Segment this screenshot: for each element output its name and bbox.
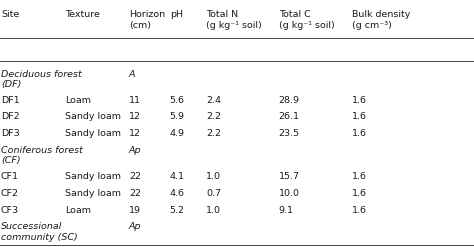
Text: DF2: DF2 xyxy=(1,112,19,121)
Text: Ap: Ap xyxy=(129,146,141,155)
Text: 12: 12 xyxy=(129,112,141,121)
Text: 5.6: 5.6 xyxy=(170,96,185,104)
Text: 5.2: 5.2 xyxy=(170,206,185,214)
Text: 15.7: 15.7 xyxy=(279,172,300,181)
Text: (DF): (DF) xyxy=(1,80,21,89)
Text: 2.2: 2.2 xyxy=(206,112,221,121)
Text: 9.1: 9.1 xyxy=(279,206,294,214)
Text: 12: 12 xyxy=(129,129,141,138)
Text: Sandy loam: Sandy loam xyxy=(65,189,121,198)
Text: 1.6: 1.6 xyxy=(352,96,367,104)
Text: CF1: CF1 xyxy=(1,172,19,181)
Text: Loam: Loam xyxy=(65,206,91,214)
Text: DF3: DF3 xyxy=(1,129,20,138)
Text: Bulk density
(g cm⁻³): Bulk density (g cm⁻³) xyxy=(352,10,410,30)
Text: Sandy loam: Sandy loam xyxy=(65,129,121,138)
Text: DF1: DF1 xyxy=(1,96,19,104)
Text: 4.1: 4.1 xyxy=(170,172,185,181)
Text: 10.0: 10.0 xyxy=(279,189,300,198)
Text: 1.0: 1.0 xyxy=(206,206,221,214)
Text: CF3: CF3 xyxy=(1,206,19,214)
Text: 28.9: 28.9 xyxy=(279,96,300,104)
Text: 0.7: 0.7 xyxy=(206,189,221,198)
Text: pH: pH xyxy=(170,10,182,19)
Text: 4.9: 4.9 xyxy=(170,129,185,138)
Text: Texture: Texture xyxy=(65,10,100,19)
Text: 2.2: 2.2 xyxy=(206,129,221,138)
Text: Sandy loam: Sandy loam xyxy=(65,172,121,181)
Text: Sandy loam: Sandy loam xyxy=(65,112,121,121)
Text: CF2: CF2 xyxy=(1,189,19,198)
Text: Horizon
(cm): Horizon (cm) xyxy=(129,10,165,30)
Text: Successional: Successional xyxy=(1,222,62,231)
Text: (CF): (CF) xyxy=(1,156,20,165)
Text: 19: 19 xyxy=(129,206,141,214)
Text: 22: 22 xyxy=(129,189,141,198)
Text: 1.6: 1.6 xyxy=(352,206,367,214)
Text: 22: 22 xyxy=(129,172,141,181)
Text: 1.6: 1.6 xyxy=(352,172,367,181)
Text: 1.0: 1.0 xyxy=(206,172,221,181)
Text: Site: Site xyxy=(1,10,19,19)
Text: Ap: Ap xyxy=(129,222,141,231)
Text: Loam: Loam xyxy=(65,96,91,104)
Text: 4.6: 4.6 xyxy=(170,189,185,198)
Text: 1.6: 1.6 xyxy=(352,129,367,138)
Text: 1.6: 1.6 xyxy=(352,112,367,121)
Text: Total C
(g kg⁻¹ soil): Total C (g kg⁻¹ soil) xyxy=(279,10,335,30)
Text: Deciduous forest: Deciduous forest xyxy=(1,70,82,79)
Text: Total N
(g kg⁻¹ soil): Total N (g kg⁻¹ soil) xyxy=(206,10,262,30)
Text: Coniferous forest: Coniferous forest xyxy=(1,146,83,155)
Text: 5.9: 5.9 xyxy=(170,112,185,121)
Text: 2.4: 2.4 xyxy=(206,96,221,104)
Text: 26.1: 26.1 xyxy=(279,112,300,121)
Text: community (SC): community (SC) xyxy=(1,233,78,242)
Text: 23.5: 23.5 xyxy=(279,129,300,138)
Text: 1.6: 1.6 xyxy=(352,189,367,198)
Text: 11: 11 xyxy=(129,96,141,104)
Text: A: A xyxy=(129,70,136,79)
